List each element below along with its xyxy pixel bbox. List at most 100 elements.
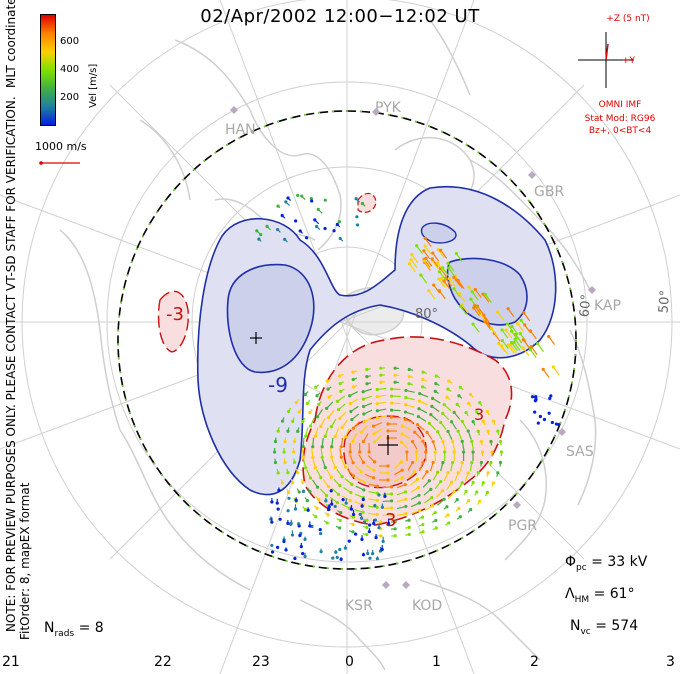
vector-origin bbox=[557, 423, 561, 427]
velocity-vector bbox=[483, 314, 491, 324]
velocity-vector bbox=[450, 462, 454, 472]
velocity-vector bbox=[368, 512, 378, 516]
velocity-vector bbox=[486, 472, 489, 477]
velocity-vector bbox=[320, 448, 323, 458]
negative-potential-cell bbox=[196, 185, 557, 496]
velocity-vector bbox=[337, 395, 346, 402]
velocity-vector bbox=[322, 479, 330, 487]
velocity-vector bbox=[377, 408, 387, 412]
colorbar-gradient bbox=[40, 14, 56, 126]
velocity-vector bbox=[419, 531, 424, 534]
velocity-vector bbox=[377, 387, 387, 391]
velocity-vector bbox=[277, 205, 281, 209]
velocity-vector bbox=[470, 394, 474, 398]
velocity-vector bbox=[368, 483, 378, 487]
vector-origin bbox=[343, 546, 348, 550]
velocity-vector bbox=[302, 437, 305, 447]
vector-origin bbox=[270, 550, 275, 554]
velocity-vector bbox=[552, 366, 560, 376]
velocity-vector bbox=[410, 486, 419, 493]
vector-origin bbox=[282, 539, 286, 544]
vector-origin bbox=[351, 512, 356, 517]
velocity-vector bbox=[422, 371, 428, 374]
velocity-vector bbox=[465, 500, 470, 505]
velocity-vector bbox=[346, 468, 354, 477]
velocity-vector bbox=[530, 346, 538, 356]
velocity-vector bbox=[373, 428, 382, 435]
vector-count-readout: Nvc = 574 bbox=[570, 618, 639, 637]
velocity-vector bbox=[286, 468, 289, 473]
velocity-vector bbox=[366, 368, 371, 371]
velocity-vector bbox=[336, 224, 341, 228]
velocity-vector bbox=[319, 488, 328, 497]
velocity-vector bbox=[422, 441, 427, 450]
scale-vector-label: 1000 m/s bbox=[35, 140, 87, 153]
cpcp-readout: Φpc = 33 kV bbox=[565, 554, 648, 573]
colorbar-tick: 600 bbox=[60, 36, 80, 47]
station-han: HAN bbox=[225, 122, 256, 138]
velocity-vector bbox=[491, 482, 494, 487]
vector-origin bbox=[319, 550, 323, 554]
velocity-vector bbox=[443, 506, 448, 510]
velocity-vector bbox=[358, 454, 364, 463]
vector-origin bbox=[301, 551, 305, 556]
velocity-vector bbox=[432, 441, 437, 451]
station-kod: KOD bbox=[412, 598, 442, 614]
velocity-vector bbox=[266, 225, 271, 231]
velocity-vector bbox=[431, 405, 440, 413]
velocity-vector bbox=[368, 490, 378, 494]
velocity-vector bbox=[335, 525, 340, 529]
velocity-vector bbox=[456, 516, 461, 520]
velocity-vector bbox=[522, 347, 530, 357]
vector-origin bbox=[538, 414, 543, 419]
velocity-vector bbox=[334, 427, 340, 437]
velocity-vector bbox=[443, 404, 452, 412]
velocity-vector bbox=[416, 245, 423, 255]
velocity-vector bbox=[501, 345, 509, 355]
station-pyk: PYK bbox=[375, 100, 402, 116]
velocity-vector bbox=[314, 219, 320, 225]
velocity-vector bbox=[312, 513, 317, 518]
velocity-vector bbox=[437, 431, 443, 440]
velocity-vector bbox=[432, 527, 437, 531]
vector-origin bbox=[373, 518, 378, 522]
lat-label-60: 60° bbox=[577, 294, 594, 318]
velocity-vector bbox=[323, 520, 328, 524]
velocity-vector bbox=[419, 392, 429, 398]
velocity-vector bbox=[316, 226, 321, 231]
velocity-vector bbox=[529, 349, 537, 359]
velocity-vector bbox=[377, 401, 387, 405]
velocity-vector bbox=[353, 384, 358, 388]
velocity-vector bbox=[340, 458, 346, 468]
mlt-tick-23: 23 bbox=[252, 654, 270, 670]
velocity-vector bbox=[455, 253, 463, 262]
vector-origin bbox=[335, 555, 339, 559]
velocity-vector bbox=[306, 469, 312, 479]
velocity-vector bbox=[474, 305, 482, 315]
vector-origin bbox=[319, 531, 323, 536]
velocity-vector bbox=[354, 465, 362, 473]
velocity-vector bbox=[436, 490, 444, 498]
velocity-vector bbox=[304, 391, 309, 395]
velocity-vector bbox=[448, 278, 456, 287]
velocity-vector bbox=[339, 373, 344, 377]
vector-origin bbox=[275, 545, 280, 550]
velocity-vector bbox=[472, 421, 476, 426]
velocity-vector bbox=[382, 493, 392, 496]
velocity-vector bbox=[391, 409, 401, 412]
velocity-vector bbox=[453, 288, 461, 298]
velocity-vector bbox=[459, 462, 463, 472]
velocity-vector bbox=[457, 482, 463, 491]
velocity-vector bbox=[477, 431, 481, 436]
velocity-vector bbox=[317, 408, 324, 418]
velocity-vector bbox=[336, 510, 342, 514]
velocity-vector bbox=[476, 501, 481, 505]
colorbar-tick: 200 bbox=[60, 92, 80, 103]
velocity-vector bbox=[474, 289, 482, 298]
velocity-vector bbox=[443, 472, 449, 481]
velocity-vector bbox=[324, 427, 329, 437]
vector-origin bbox=[332, 229, 336, 233]
velocity-vector bbox=[410, 259, 418, 269]
velocity-vector bbox=[338, 403, 346, 411]
velocity-vector bbox=[412, 441, 418, 450]
